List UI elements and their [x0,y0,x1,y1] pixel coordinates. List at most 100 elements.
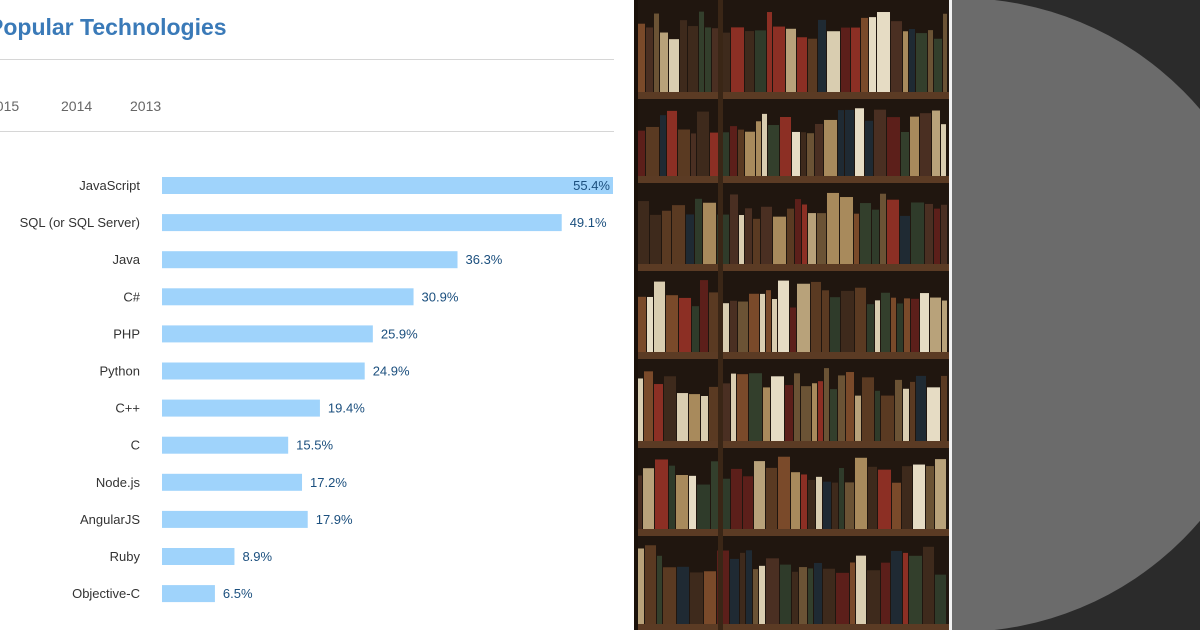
book-spine [636,201,649,264]
book-spine [855,395,861,441]
bar-python [162,362,365,380]
book-spine [766,290,771,352]
book-spine [731,373,736,441]
book-spine [867,570,880,624]
book-spine [760,293,765,352]
book-spine [818,19,826,93]
book-spine [808,568,813,624]
tab-2013[interactable]: 2013 [130,98,162,114]
book-spine [900,215,910,264]
book-spine [855,108,864,176]
book-spine [895,379,902,441]
book-spine [823,481,831,529]
book-spine [676,475,688,529]
book-spine [791,472,800,529]
book-spine [901,131,909,176]
book-spine [880,193,886,264]
book-spine [731,27,744,92]
book-spine [797,283,810,352]
book-spine [855,457,867,529]
category-label-python: Python [100,364,140,379]
bar-php [162,325,373,343]
book-spine [814,562,822,624]
book-spine [720,303,729,352]
book-spine [808,38,817,92]
book-spine [932,110,940,176]
book-spine [711,461,718,529]
book-spine [666,295,678,352]
book-spine [841,27,850,92]
book-spine [767,12,772,93]
book-spine [928,30,933,92]
value-label-php: 25.9% [381,326,418,341]
book-spine [660,115,666,176]
book-spine [690,572,703,624]
book-spine [664,376,676,441]
book-spine [700,280,708,352]
book-spine [824,119,837,176]
book-spine [766,558,779,624]
book-spine [792,571,798,624]
tab-2015[interactable]: 2015 [0,98,20,114]
book-spine [662,210,671,264]
value-label-c: 30.9% [422,289,459,304]
book-spine [647,296,653,352]
bar-angularjs [162,510,308,528]
book-spine [745,31,754,93]
bar-javascript [162,177,613,194]
value-label-javascript: 55.4% [573,178,610,193]
book-spine [780,564,791,624]
book-spine [801,474,807,529]
book-spine [667,110,677,176]
book-spine [930,297,941,352]
book-spine [786,28,796,93]
bar-c [162,288,414,306]
shelf-plank [634,92,949,99]
value-label-sql-or-sql-server: 49.1% [570,215,607,230]
book-spine [845,109,854,176]
book-spine [916,33,927,92]
shelf-plank [634,529,949,536]
book-spine [643,468,654,529]
book-spine [766,467,777,529]
book-spine [913,464,925,529]
book-spine [832,482,838,529]
year-tabs: 2015 2014 2013 [0,98,634,118]
book-spine [645,545,656,624]
book-spine [773,26,785,93]
book-spine [663,567,676,624]
value-label-ruby: 8.9% [242,549,272,564]
book-spine [692,306,699,352]
book-spine [838,375,845,441]
book-spine [719,32,730,92]
chart-panel: Popular Technologies 2015 2014 2013 Java… [0,0,634,630]
book-spine [910,381,915,441]
book-spine [672,205,685,264]
value-label-python: 24.9% [373,364,410,379]
book-spine [911,298,919,352]
book-spine [792,131,800,176]
book-spine [802,204,807,264]
book-spine [881,562,890,624]
book-spine [861,17,868,92]
book-spine [902,466,912,529]
book-spine [935,459,946,529]
book-spine [891,297,896,352]
book-spine [738,129,744,176]
book-spine [838,110,844,176]
book-spine [881,395,894,441]
book-spine [654,384,663,441]
book-spine [794,373,800,441]
book-spine [753,569,758,624]
panel-divider [949,0,952,630]
book-spine [887,199,899,264]
book-spine [771,376,784,441]
book-spine [730,300,737,352]
book-spine [740,552,745,624]
book-spine [761,206,772,264]
book-spine [778,280,789,352]
category-label-php: PHP [113,326,140,341]
tab-2014[interactable]: 2014 [61,98,93,114]
book-spine [860,203,871,264]
book-spine [927,387,940,441]
